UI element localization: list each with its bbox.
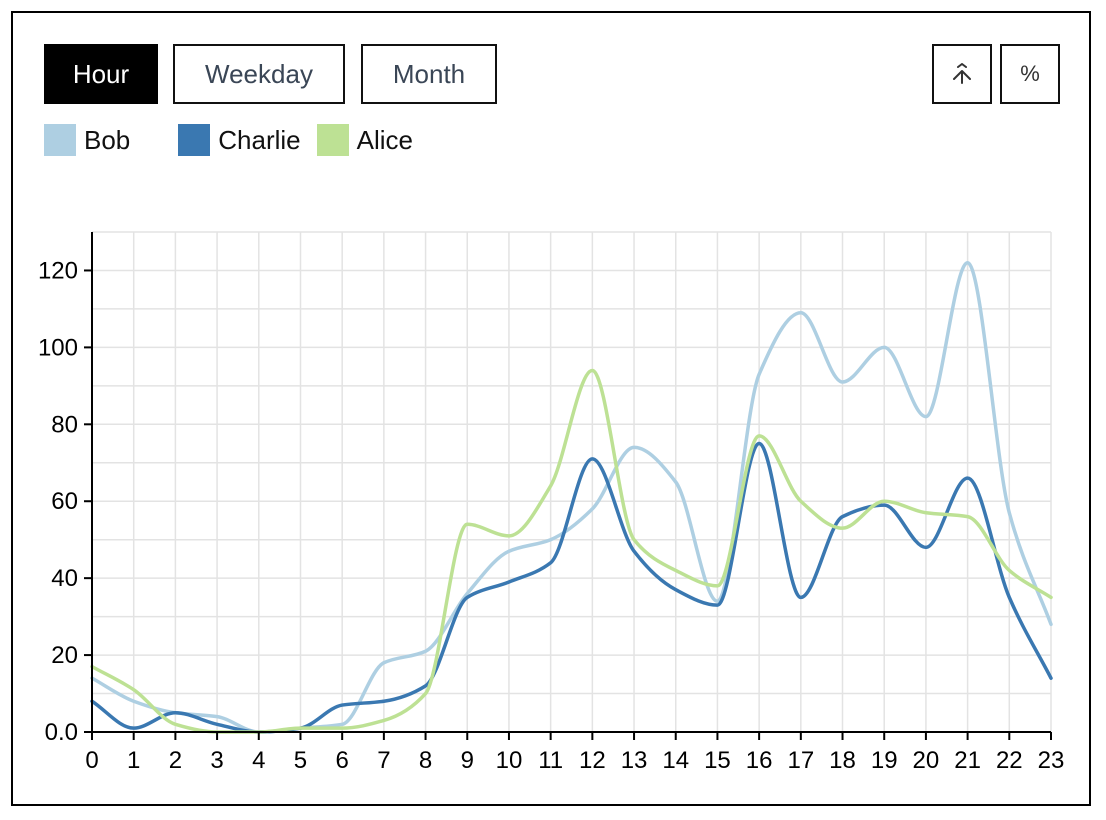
x-tick-label: 9: [461, 747, 474, 774]
x-tick-label: 2: [169, 747, 182, 774]
grid: [91, 231, 1052, 733]
x-tick-label: 5: [294, 747, 307, 774]
legend-label-charlie: Charlie: [218, 124, 301, 155]
x-tick-label: 3: [210, 747, 223, 774]
y-tick-label: 100: [38, 334, 78, 361]
x-tick-label: 22: [996, 747, 1023, 774]
y-tick-label: 0.0: [45, 719, 78, 746]
stack-toggle-button[interactable]: [932, 44, 992, 104]
x-tick-label: 1: [127, 747, 140, 774]
x-tick-label: 7: [377, 747, 390, 774]
legend-label-alice: Alice: [356, 124, 413, 155]
series-line-bob: [90, 261, 1053, 734]
x-tick-label: 4: [252, 747, 265, 774]
tab-month[interactable]: Month: [361, 44, 497, 104]
legend-swatch-alice: [316, 124, 349, 156]
percent-icon: %: [1020, 61, 1040, 86]
percent-toggle-button[interactable]: %: [1000, 44, 1060, 104]
axes: 0 1 2 3 4 5 6 7 8 9 10 11 12 13 14 15 16 17 18 19 20 21 22 230.…: [38, 232, 1064, 774]
x-tick-label: 10: [496, 747, 523, 774]
legend: Bob Charlie Alice: [44, 122, 429, 158]
x-tick-label: 16: [746, 747, 773, 774]
x-tick-label: 21: [954, 747, 981, 774]
legend-item-bob[interactable]: Bob: [44, 124, 130, 156]
y-tick-label: 80: [51, 411, 78, 438]
x-tick-label: 18: [829, 747, 856, 774]
legend-swatch-charlie: [178, 124, 211, 156]
legend-label-bob: Bob: [84, 124, 131, 155]
x-tick-label: 19: [871, 747, 898, 774]
x-tick-label: 17: [787, 747, 814, 774]
x-tick-label: 8: [419, 747, 432, 774]
x-tick-label: 13: [621, 747, 648, 774]
y-tick-label: 40: [51, 565, 78, 592]
legend-swatch-bob: [44, 124, 76, 156]
x-tick-label: 11: [538, 747, 563, 774]
y-tick-label: 120: [38, 257, 78, 284]
tab-hour[interactable]: Hour: [44, 44, 158, 104]
series-line-charlie: [90, 441, 1053, 734]
x-tick-label: 15: [704, 747, 731, 774]
x-tick-label: 23: [1038, 747, 1065, 774]
x-tick-label: 6: [335, 747, 348, 774]
legend-item-alice[interactable]: Alice: [316, 124, 413, 156]
stack-merge-icon: [953, 63, 971, 84]
series-lines: [90, 261, 1053, 734]
y-tick-label: 60: [51, 488, 78, 515]
legend-item-charlie[interactable]: Charlie: [178, 124, 301, 156]
x-tick-label: 20: [913, 747, 940, 774]
x-tick-label: 0: [85, 747, 98, 774]
tab-weekday[interactable]: Weekday: [173, 44, 345, 104]
x-tick-label: 12: [579, 747, 606, 774]
x-tick-label: 14: [662, 747, 689, 774]
y-tick-label: 20: [51, 642, 78, 669]
